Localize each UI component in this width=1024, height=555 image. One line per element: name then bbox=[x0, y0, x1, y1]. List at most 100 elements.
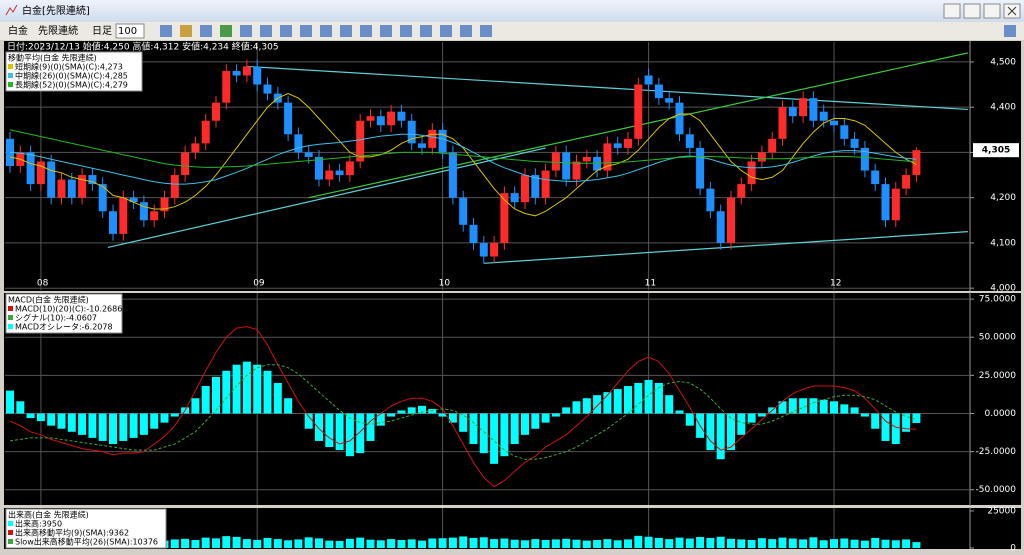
legend-box bbox=[5, 508, 167, 549]
candle-body bbox=[490, 242, 499, 257]
count-input[interactable] bbox=[115, 23, 145, 39]
volume-bar bbox=[273, 539, 282, 548]
oscillator-bar bbox=[88, 413, 97, 438]
candle-body bbox=[88, 175, 97, 185]
legend-note: Slow出来高移動平均(26)(SMA):10376 bbox=[15, 537, 158, 547]
candle-body bbox=[654, 84, 663, 99]
tool-icon[interactable] bbox=[320, 25, 332, 37]
oscillator-bar bbox=[36, 413, 45, 422]
oscillator-bar bbox=[850, 407, 859, 414]
oscillator-bar bbox=[459, 413, 468, 432]
period-label[interactable]: 日足 bbox=[92, 25, 112, 37]
tool-icon[interactable] bbox=[240, 25, 252, 37]
volume-bar bbox=[613, 540, 622, 548]
candle-body bbox=[345, 161, 354, 176]
tool-icon[interactable] bbox=[300, 25, 312, 37]
candle-body bbox=[572, 161, 581, 180]
volume-bar bbox=[706, 537, 715, 548]
volume-bar bbox=[531, 539, 540, 548]
tool-icon[interactable] bbox=[340, 25, 352, 37]
tool-icon[interactable] bbox=[160, 25, 172, 37]
oscillator-bar bbox=[830, 401, 838, 414]
minimize-button[interactable] bbox=[943, 3, 961, 19]
oscillator-bar bbox=[222, 370, 231, 414]
tool-icon[interactable] bbox=[380, 25, 392, 37]
oscillator-bar bbox=[109, 413, 117, 444]
symbol-label[interactable]: 白金 bbox=[8, 24, 28, 37]
volume-bar bbox=[871, 537, 880, 548]
tool-icon[interactable] bbox=[280, 25, 292, 37]
y-tick-label: 25000 bbox=[987, 506, 1016, 516]
legend-item: 長期線(52)(0)(SMA)(C):4,279 bbox=[15, 80, 128, 90]
oscillator-bar bbox=[685, 413, 694, 426]
legend-item: MACD(10)(20)(C):-10.2686 bbox=[15, 305, 122, 314]
tool-icon[interactable] bbox=[460, 25, 472, 37]
candle-body bbox=[696, 147, 705, 189]
tool-icon[interactable] bbox=[420, 25, 432, 37]
oscillator-bar bbox=[654, 382, 663, 414]
oscillator-bar bbox=[871, 413, 880, 429]
oscillator-bar bbox=[253, 364, 262, 414]
candle-body bbox=[232, 70, 241, 76]
oscillator-bar bbox=[315, 413, 323, 441]
x-tick-label: 10 bbox=[439, 279, 451, 289]
oscillator-bar bbox=[757, 413, 766, 417]
volume-bar bbox=[181, 538, 190, 548]
contract-label[interactable]: 先限連続 bbox=[38, 24, 78, 37]
candle-body bbox=[129, 197, 138, 203]
volume-bar bbox=[675, 537, 684, 548]
candle-body bbox=[850, 138, 859, 148]
legend-box bbox=[5, 51, 143, 92]
volume-bar bbox=[593, 540, 602, 548]
oscillator-bar bbox=[562, 407, 571, 414]
candle-body bbox=[778, 107, 787, 139]
legend-title: MACD(白金 先限連続) bbox=[8, 295, 89, 305]
volume-bar bbox=[201, 537, 210, 548]
candle-body bbox=[747, 161, 756, 185]
tool-icon[interactable] bbox=[260, 25, 272, 37]
y-tick-label: 4,000 bbox=[990, 284, 1016, 294]
restore-button[interactable] bbox=[963, 3, 981, 19]
oscillator-bar bbox=[212, 376, 220, 414]
tool-icon[interactable] bbox=[200, 25, 212, 37]
x-tick-label: 08 bbox=[37, 279, 49, 289]
candle-body bbox=[871, 170, 880, 185]
candle-body bbox=[253, 66, 262, 85]
oscillator-bar bbox=[407, 407, 416, 414]
y-tick-label: 75.0000 bbox=[979, 295, 1016, 305]
plot-layer: 4,5004,4004,3004,2004,1004,0000809101112… bbox=[5, 41, 1019, 554]
y-tick-label: 4,400 bbox=[990, 103, 1016, 113]
legend-swatch bbox=[8, 521, 13, 526]
oscillator-bar bbox=[335, 413, 344, 451]
tool-icon[interactable] bbox=[1004, 25, 1016, 37]
tool-icon[interactable] bbox=[220, 25, 232, 37]
candle-body bbox=[160, 197, 169, 212]
oscillator-bar bbox=[747, 413, 756, 423]
volume-bar bbox=[912, 542, 921, 548]
oscillator-bar bbox=[191, 398, 200, 414]
volume-bar bbox=[521, 540, 529, 548]
candle-body bbox=[356, 120, 365, 162]
close-icon bbox=[1007, 6, 1017, 16]
maximize-button[interactable] bbox=[983, 3, 1001, 19]
candle-body bbox=[98, 184, 107, 212]
macd-line bbox=[9, 326, 917, 488]
tool-icon[interactable] bbox=[400, 25, 412, 37]
tool-icon[interactable] bbox=[360, 25, 372, 37]
oscillator-bar bbox=[448, 413, 457, 423]
last-price-box bbox=[973, 143, 1019, 158]
candle-body bbox=[78, 175, 87, 198]
window-title: 白金[先限連続] bbox=[22, 4, 90, 17]
tool-icon[interactable] bbox=[440, 25, 452, 37]
legend-swatch bbox=[8, 306, 13, 311]
volume-bar bbox=[212, 538, 220, 548]
oscillator-bar bbox=[582, 398, 591, 414]
legend-item: シグナル(10):-4.0607 bbox=[15, 313, 97, 323]
tool-icon[interactable] bbox=[480, 25, 492, 37]
volume-bar bbox=[356, 537, 365, 548]
oscillator-bar bbox=[16, 401, 25, 414]
candle-body bbox=[799, 98, 808, 117]
tool-icon[interactable] bbox=[180, 25, 192, 37]
candle-body bbox=[387, 111, 396, 126]
